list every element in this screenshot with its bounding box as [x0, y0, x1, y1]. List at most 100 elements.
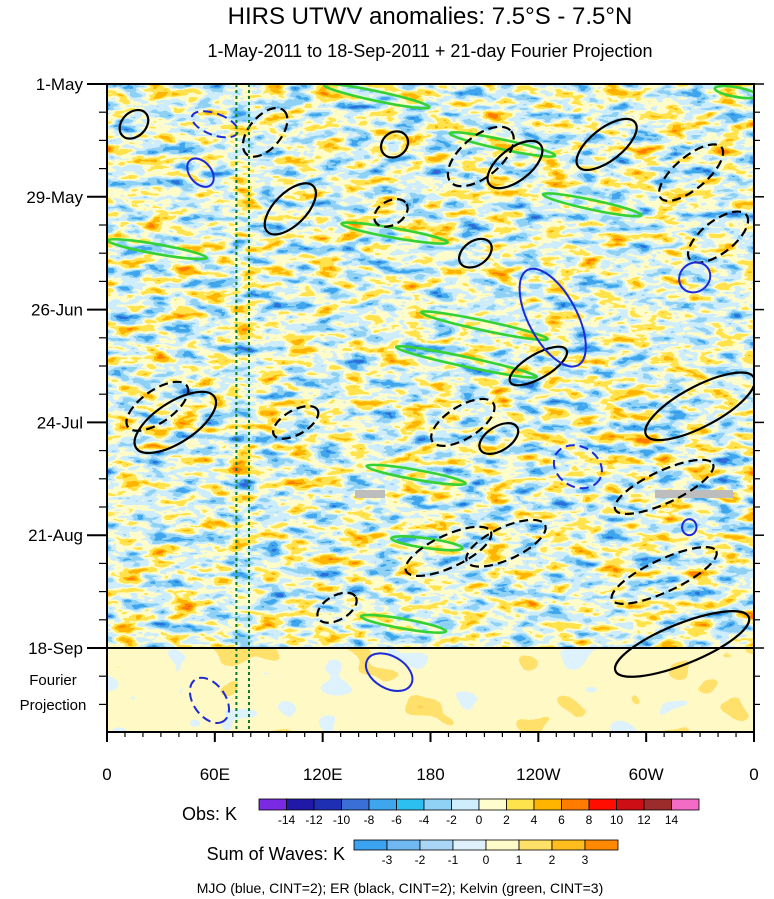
- kelvin-contour: [390, 535, 464, 552]
- obs-colorbar-swatch: [616, 798, 645, 811]
- obs-colorbar-label: 10: [610, 813, 624, 827]
- contour-caption: MJO (blue, CINT=2); ER (black, CINT=2); …: [197, 880, 604, 896]
- x-tick-label: 60W: [629, 765, 664, 784]
- waves-colorbar-label: -3: [382, 853, 393, 867]
- kelvin-contour: [713, 84, 754, 100]
- obs-colorbar-label: -2: [446, 813, 457, 827]
- er-contour: [125, 380, 190, 432]
- er-contour: [610, 546, 718, 605]
- er-contour: [241, 106, 289, 158]
- obs-colorbar-swatch: [506, 798, 535, 811]
- obs-colorbar-swatch: [258, 798, 287, 811]
- obs-colorbar-swatch: [671, 798, 700, 811]
- waves-colorbar-label: 1: [516, 853, 523, 867]
- er-contour: [133, 390, 218, 455]
- x-tick-label: 60E: [200, 765, 230, 784]
- waves-colorbar-label: 2: [549, 853, 556, 867]
- y-tick-label: 18-Sep: [28, 639, 83, 658]
- waves-colorbar-title: Sum of Waves: K: [207, 844, 345, 864]
- kelvin-contour: [448, 130, 557, 158]
- waves-colorbar-label: -2: [415, 853, 426, 867]
- kelvin-contour: [541, 192, 643, 218]
- y-tick-label: 21-Aug: [28, 526, 83, 545]
- er-contour: [379, 130, 410, 159]
- wave-contours: [107, 84, 754, 724]
- obs-colorbar-label: 8: [586, 813, 593, 827]
- x-tick-label: 120E: [303, 765, 343, 784]
- obs-colorbar-title: Obs: K: [182, 804, 237, 824]
- chart-title: HIRS UTWV anomalies: 7.5°S - 7.5°N: [228, 3, 633, 30]
- mjo-contour: [186, 157, 215, 188]
- waves-colorbar: -3 -2 -1 0 1 2 3: [353, 839, 619, 867]
- waves-colorbar-swatch: [452, 839, 487, 851]
- projection-label-line-2: Projection: [20, 697, 87, 714]
- y-tick-label: 24-Jul: [37, 413, 83, 432]
- er-contour: [478, 422, 520, 455]
- mjo-contour: [552, 444, 603, 490]
- x-tick-label: 120W: [516, 765, 560, 784]
- obs-colorbar-label: -6: [391, 813, 402, 827]
- mjo-contour: [678, 261, 712, 294]
- kelvin-contour: [359, 613, 448, 635]
- obs-colorbar-swatch: [643, 798, 672, 811]
- er-contour: [404, 525, 493, 577]
- obs-colorbar-swatch: [561, 798, 590, 811]
- obs-colorbar-label: 12: [637, 813, 651, 827]
- obs-colorbar-swatch: [423, 798, 452, 811]
- x-tick-label: 0: [102, 765, 111, 784]
- obs-colorbar-swatch: [588, 798, 617, 811]
- obs-colorbar-swatch: [533, 798, 562, 811]
- er-contour: [458, 237, 493, 269]
- mjo-contour: [518, 267, 587, 368]
- obs-colorbar-label: 2: [503, 813, 510, 827]
- waves-colorbar-swatch: [551, 839, 586, 851]
- obs-colorbar-swatch: [313, 798, 342, 811]
- er-contour: [613, 610, 751, 678]
- obs-colorbar-swatch: [478, 798, 507, 811]
- y-tick-label: 1-May: [36, 75, 84, 94]
- er-contour: [575, 117, 638, 172]
- fourier-projection-field: [107, 648, 754, 732]
- kelvin-contour: [419, 310, 550, 342]
- waves-colorbar-label: 0: [483, 853, 490, 867]
- er-contour: [430, 397, 496, 447]
- chart-subtitle: 1-May-2011 to 18-Sep-2011 + 21-day Fouri…: [207, 41, 652, 61]
- er-contour: [446, 125, 515, 188]
- er-contour: [271, 404, 320, 440]
- x-tick-label: 0: [749, 765, 758, 784]
- kelvin-contour: [394, 344, 539, 379]
- obs-colorbar-label: -14: [278, 813, 296, 827]
- mjo-contour: [190, 110, 239, 139]
- mjo-contour: [188, 676, 230, 724]
- obs-colorbar-label: -12: [305, 813, 323, 827]
- er-contour: [644, 371, 754, 442]
- er-contour: [686, 210, 750, 264]
- missing-data-patch: [655, 490, 733, 498]
- waves-colorbar-swatch: [353, 839, 388, 851]
- waves-colorbar-swatch: [386, 839, 421, 851]
- axes: 1-May 29-May 26-Jun 24-Jul 21-Aug 18-Sep 0 60E 1…: [26, 75, 764, 784]
- obs-colorbar-label: -10: [333, 813, 351, 827]
- x-tick-label: 180: [416, 765, 444, 784]
- waves-colorbar-swatch: [485, 839, 520, 851]
- kelvin-contour: [365, 463, 467, 487]
- waves-colorbar-label: 3: [582, 853, 589, 867]
- reference-lines: [235, 84, 250, 732]
- obs-colorbar-swatch: [341, 798, 370, 811]
- obs-colorbar: -14 -12 -10 -8 -6 -4 -2 0 2 4 6 8 10 12 14: [258, 798, 700, 827]
- kelvin-contour: [340, 221, 449, 245]
- obs-colorbar-label: 14: [665, 813, 679, 827]
- mjo-contour: [681, 518, 698, 537]
- er-contour: [118, 108, 150, 140]
- er-contour: [508, 345, 569, 387]
- er-contour: [657, 143, 725, 202]
- obs-colorbar-swatch: [451, 798, 480, 811]
- obs-colorbar-label: 0: [476, 813, 483, 827]
- observed-anomaly-field: [107, 84, 754, 648]
- y-tick-label: 29-May: [26, 188, 83, 207]
- waves-colorbar-label: -1: [448, 853, 459, 867]
- er-contour: [465, 518, 547, 568]
- er-contour: [263, 182, 317, 236]
- obs-colorbar-label: 6: [558, 813, 565, 827]
